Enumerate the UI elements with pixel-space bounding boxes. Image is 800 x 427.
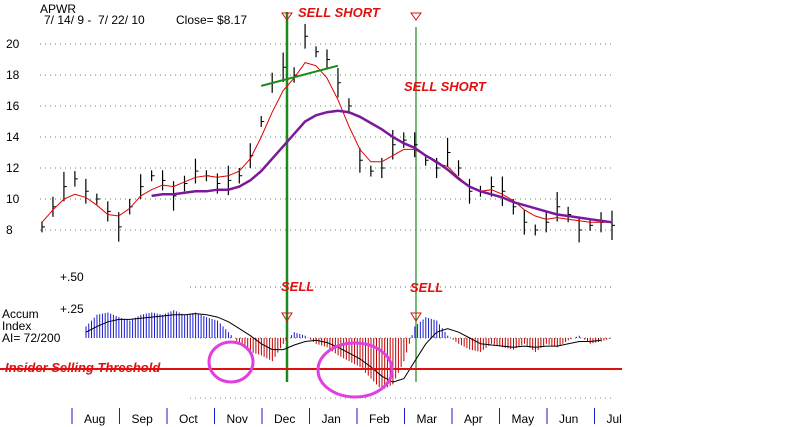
price-bars: [41, 23, 615, 243]
month-label: Dec: [274, 412, 295, 426]
close-price: Close= $8.17: [176, 13, 248, 27]
threshold-label: Insider Selling Threshold: [5, 360, 161, 375]
month-label: Mar: [417, 412, 438, 426]
highlight-circle: [207, 340, 255, 384]
accum-average-line: [85, 313, 602, 383]
ai-value-label: AI= 72/200: [2, 331, 61, 345]
signal-lines: [281, 12, 422, 382]
month-label: May: [512, 412, 535, 426]
y-tick-label: 8: [6, 223, 13, 237]
month-label: Nov: [227, 412, 248, 426]
y-tick-label: 18: [6, 68, 20, 82]
price-y-axis: 8 10 12 14 16 18 20: [6, 37, 20, 237]
y-tick-label: 12: [6, 161, 20, 175]
y-tick-label: 16: [6, 99, 20, 113]
sell-arrow-icon: [281, 12, 293, 21]
short-moving-average-line: [41, 62, 612, 223]
accum-index-panel: [0, 310, 622, 399]
long-moving-average-line: [151, 109, 613, 224]
month-label: Sep: [132, 412, 154, 426]
sell-arrow-icon: [281, 312, 293, 322]
y-tick-label: 10: [6, 192, 20, 206]
plus25-label: +.25: [60, 302, 84, 316]
moving-averages: [41, 62, 613, 224]
sell-label-2: SELL: [410, 280, 443, 295]
month-label: Jul: [607, 412, 622, 426]
plus50-label: +.50: [60, 270, 84, 284]
month-label: Jun: [559, 412, 578, 426]
y-tick-label: 20: [6, 37, 20, 51]
highlight-circle: [316, 341, 394, 399]
month-label: Aug: [84, 412, 105, 426]
trendline: [260, 64, 339, 87]
index-label: Index: [2, 319, 31, 333]
month-label: Feb: [369, 412, 390, 426]
month-label: Oct: [179, 412, 198, 426]
accum-label: Accum: [2, 307, 39, 321]
sell-arrow-icon: [410, 12, 422, 21]
sell-short-label-2: SELL SHORT: [404, 79, 487, 94]
month-axis: Aug Sep Oct Nov Dec Jan Feb Mar Apr May Jun Jul: [71, 397, 622, 426]
month-label: Jan: [322, 412, 341, 426]
sell-label-1: SELL: [281, 279, 314, 294]
sell-short-label-1: SELL SHORT: [298, 5, 381, 20]
y-tick-label: 14: [6, 130, 20, 144]
month-label: Apr: [464, 412, 483, 426]
price-gridlines: [40, 43, 612, 399]
date-range: 7/ 14/ 9 - 7/ 22/ 10: [44, 13, 145, 27]
sell-arrow-icon: [410, 312, 422, 322]
ticker-symbol: APWR: [40, 2, 76, 16]
